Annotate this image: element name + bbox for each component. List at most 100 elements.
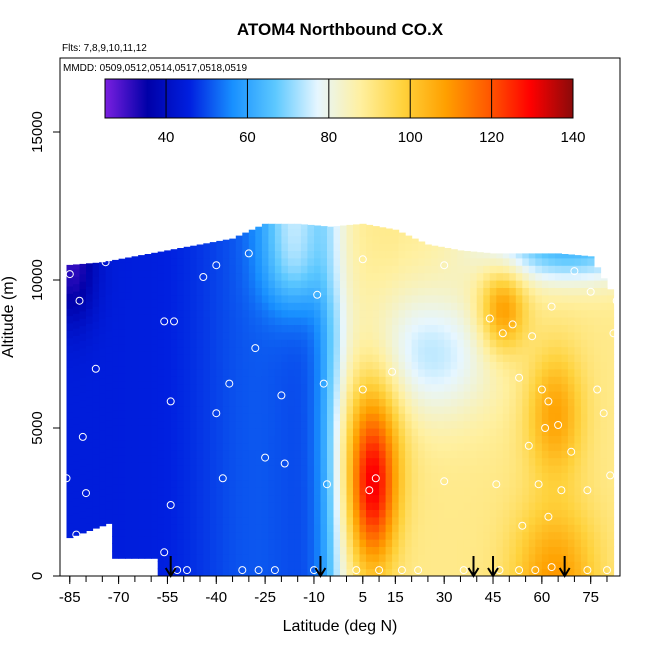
heatmap-cell: [607, 368, 615, 377]
heatmap-cell: [287, 331, 295, 340]
heatmap-cell: [346, 398, 354, 407]
heatmap-cell: [242, 494, 250, 503]
heatmap-cell: [105, 382, 113, 391]
heatmap-cell: [242, 309, 250, 318]
heatmap-cell: [340, 561, 348, 570]
heatmap-cell: [424, 524, 432, 533]
heatmap-cell: [66, 315, 74, 324]
heatmap-cell: [333, 250, 341, 259]
heatmap-cell: [561, 524, 569, 533]
heatmap-cell: [209, 479, 217, 488]
heatmap-cell: [235, 331, 243, 340]
y-tick-label: 0: [29, 572, 46, 580]
heatmap-cell: [457, 428, 465, 436]
heatmap-cell: [300, 235, 308, 244]
heatmap-cell: [567, 553, 575, 562]
heatmap-cell: [502, 494, 510, 503]
sample-point: [254, 566, 263, 575]
heatmap-cell: [444, 509, 452, 518]
heatmap-cell: [216, 250, 224, 259]
heatmap-cell: [528, 450, 536, 459]
heatmap-cell: [496, 553, 504, 562]
sample-point: [528, 332, 537, 341]
heatmap-cell: [444, 248, 452, 251]
heatmap-cell: [294, 405, 302, 414]
heatmap-cell: [587, 361, 595, 370]
heatmap-cell: [144, 484, 152, 493]
heatmap-cell: [528, 516, 536, 525]
heatmap-cell: [366, 398, 374, 407]
heatmap-cell: [190, 531, 198, 540]
heatmap-cell: [320, 435, 328, 444]
heatmap-cell: [528, 383, 536, 392]
heatmap-cell: [515, 450, 523, 459]
heatmap-cell: [300, 361, 308, 370]
heatmap-cell: [457, 280, 465, 288]
heatmap-cell: [294, 531, 302, 540]
heatmap-cell: [235, 435, 243, 444]
heatmap-cell: [398, 398, 406, 407]
heatmap-cell: [444, 465, 452, 473]
heatmap-cell: [554, 479, 562, 488]
heatmap-cell: [183, 472, 191, 481]
heatmap-cell: [203, 317, 211, 325]
heatmap-cell: [444, 280, 452, 288]
heatmap-cell: [164, 428, 172, 436]
heatmap-cells: [66, 223, 615, 576]
heatmap-cell: [437, 502, 445, 510]
heatmap-cell: [222, 294, 230, 303]
heatmap-cell: [548, 272, 556, 281]
heatmap-cell: [405, 472, 413, 481]
heatmap-cell: [489, 324, 497, 333]
heatmap-cell: [450, 546, 458, 555]
heatmap-cell: [587, 502, 595, 510]
heatmap-cell: [281, 568, 289, 576]
heatmap-cell: [541, 472, 549, 481]
heatmap-cell: [418, 294, 426, 303]
heatmap-cell: [327, 302, 335, 311]
heatmap-cell: [372, 553, 380, 562]
heatmap-cell: [587, 465, 595, 473]
heatmap-cell: [431, 368, 439, 377]
heatmap-cell: [483, 287, 491, 296]
heatmap-cell: [235, 309, 243, 318]
heatmap-cell: [300, 383, 308, 392]
heatmap-cell: [509, 428, 517, 436]
heatmap-cell: [86, 345, 94, 354]
heatmap-cell: [92, 372, 100, 381]
sample-point: [82, 489, 90, 498]
heatmap-cell: [554, 354, 562, 362]
heatmap-cell: [248, 235, 256, 244]
heatmap-cell: [190, 309, 198, 318]
heatmap-cell: [496, 257, 504, 266]
heatmap-cell: [502, 257, 510, 266]
heatmap-cell: [366, 561, 374, 570]
heatmap-cell: [294, 524, 302, 533]
heatmap-cell: [105, 375, 113, 384]
heatmap-cell: [541, 317, 549, 325]
heatmap-cell: [587, 398, 595, 407]
heatmap-cell: [483, 516, 491, 525]
heatmap-cell: [359, 376, 367, 385]
heatmap-cell: [541, 494, 549, 503]
heatmap-cell: [196, 376, 204, 385]
heatmap-cell: [385, 287, 393, 296]
heatmap-cell: [528, 502, 536, 510]
heatmap-cell: [196, 487, 204, 496]
sample-point: [225, 379, 234, 388]
heatmap-cell: [424, 546, 432, 555]
heatmap-cell: [554, 272, 562, 281]
heatmap-cell: [209, 272, 217, 281]
heatmap-cell: [190, 368, 198, 377]
heatmap-cell: [379, 228, 387, 237]
heatmap-cell: [463, 287, 471, 296]
heatmap-cell: [151, 506, 159, 515]
heatmap-cell: [268, 502, 276, 510]
heatmap-cell: [196, 561, 204, 570]
heatmap-cell: [177, 346, 185, 355]
heatmap-cell: [600, 317, 608, 325]
heatmap-cell: [79, 310, 87, 319]
heatmap-cell: [333, 472, 341, 481]
heatmap-cell: [392, 450, 400, 459]
heatmap-cell: [450, 398, 458, 407]
